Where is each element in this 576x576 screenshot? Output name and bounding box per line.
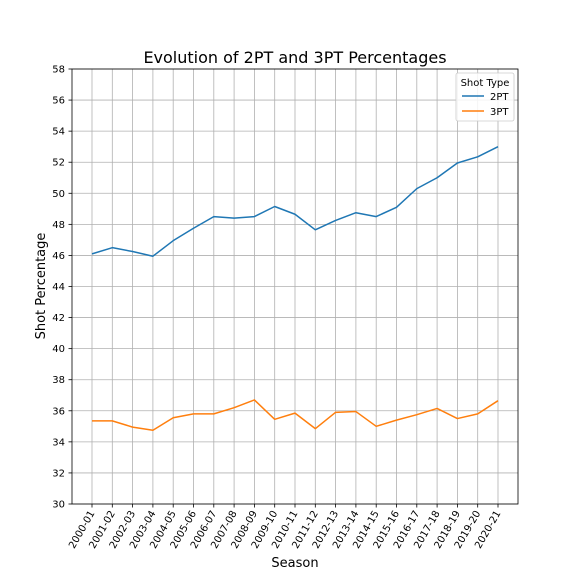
legend-label-2pt: 2PT — [490, 92, 509, 103]
legend-box — [455, 72, 515, 122]
y-axis-label: Shot Percentage — [34, 233, 49, 340]
y-tick-label: 52 — [52, 158, 65, 169]
y-tick-label: 42 — [52, 313, 65, 324]
legend: Shot Type 2PT 3PT — [455, 72, 515, 122]
legend-label-3pt: 3PT — [490, 107, 509, 118]
y-tick-label: 44 — [52, 282, 65, 293]
y-tick-label: 58 — [52, 65, 65, 76]
series-lines — [91, 146, 499, 431]
y-tick-label: 54 — [52, 127, 65, 138]
y-tick-label: 34 — [52, 437, 65, 448]
chart-title: Evolution of 2PT and 3PT Percentages — [143, 48, 446, 67]
y-tick-label: 50 — [52, 189, 65, 200]
legend-title: Shot Type — [461, 78, 510, 89]
y-axis-ticks: 30 32 34 36 38 40 42 44 46 48 50 52 54 56 58 — [52, 65, 72, 511]
y-tick-label: 48 — [52, 220, 65, 231]
y-tick-label: 32 — [52, 468, 65, 479]
y-tick-label: 30 — [52, 500, 65, 511]
grid — [72, 68, 518, 505]
y-tick-label: 56 — [52, 96, 65, 107]
x-axis-label: Season — [271, 556, 318, 571]
series-line-3pt — [92, 399, 499, 431]
x-axis-ticks: 2000-012001-022002-032003-042004-052005-… — [67, 504, 504, 551]
y-tick-label: 40 — [52, 344, 65, 355]
series-line-2pt — [91, 146, 499, 257]
y-tick-label: 46 — [52, 251, 65, 262]
y-tick-label: 36 — [52, 406, 65, 417]
y-tick-label: 38 — [52, 375, 65, 386]
